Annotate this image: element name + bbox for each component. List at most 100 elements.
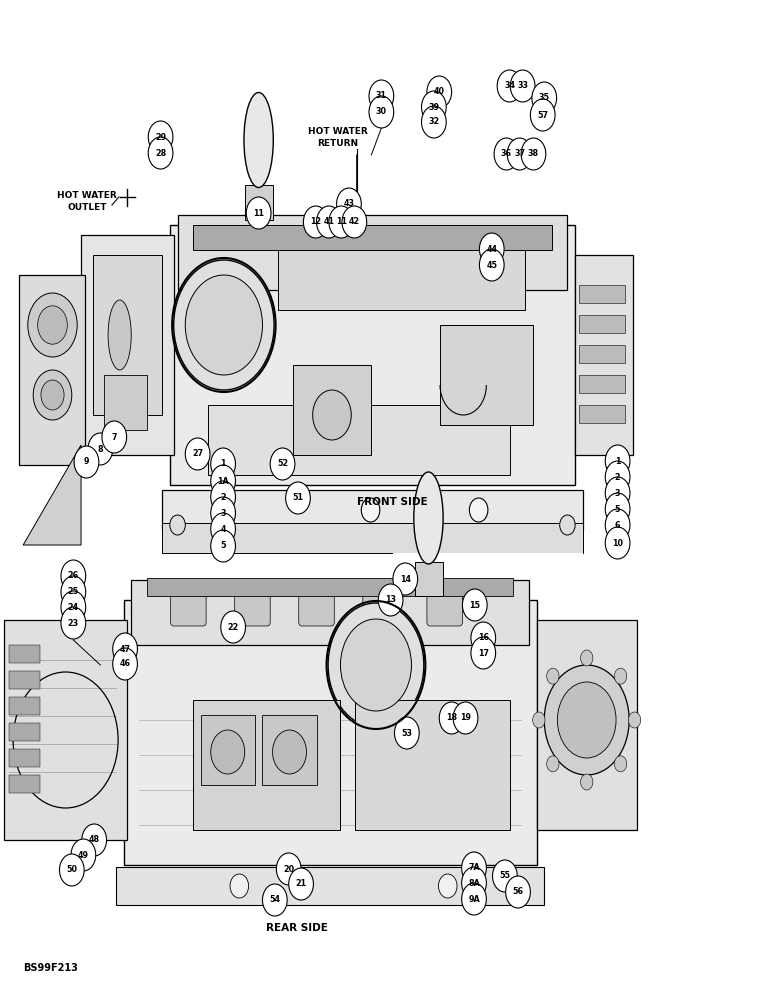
Circle shape	[113, 633, 137, 665]
Text: 23: 23	[68, 618, 79, 628]
Circle shape	[605, 509, 630, 541]
Text: 1A: 1A	[217, 477, 229, 486]
Bar	[124, 600, 537, 865]
Bar	[415, 562, 443, 596]
Bar	[262, 715, 317, 785]
Circle shape	[340, 619, 411, 711]
Text: 56: 56	[513, 888, 523, 896]
Text: 55: 55	[499, 871, 510, 880]
Circle shape	[61, 576, 86, 608]
Text: REAR SIDE: REAR SIDE	[266, 923, 328, 933]
Circle shape	[211, 465, 235, 497]
Circle shape	[547, 756, 559, 772]
Ellipse shape	[244, 93, 273, 188]
Circle shape	[113, 648, 137, 680]
Text: 7A: 7A	[468, 863, 480, 872]
Text: RETURN: RETURN	[317, 138, 359, 147]
Text: 53: 53	[401, 728, 412, 738]
Text: 51: 51	[293, 493, 303, 502]
Circle shape	[628, 712, 641, 728]
Circle shape	[497, 70, 522, 102]
Bar	[278, 250, 525, 310]
Text: 38: 38	[528, 149, 539, 158]
Bar	[19, 275, 85, 465]
Text: 47: 47	[120, 645, 130, 654]
Text: 37: 37	[514, 149, 525, 158]
Circle shape	[479, 233, 504, 265]
FancyBboxPatch shape	[363, 583, 398, 626]
Text: 17: 17	[478, 648, 489, 658]
Bar	[293, 365, 371, 455]
Circle shape	[462, 867, 486, 899]
Text: 5: 5	[220, 542, 226, 550]
FancyBboxPatch shape	[427, 583, 462, 626]
Circle shape	[170, 515, 185, 535]
Circle shape	[317, 206, 341, 238]
Circle shape	[615, 756, 627, 772]
Circle shape	[148, 121, 173, 153]
Text: 24: 24	[68, 602, 79, 611]
Circle shape	[71, 839, 96, 871]
Circle shape	[211, 448, 235, 480]
Circle shape	[581, 774, 593, 790]
Circle shape	[469, 498, 488, 522]
Text: 14: 14	[400, 574, 411, 584]
Text: 36: 36	[501, 149, 512, 158]
Text: 8A: 8A	[468, 879, 480, 888]
Circle shape	[59, 854, 84, 886]
Circle shape	[369, 96, 394, 128]
Bar	[131, 580, 529, 645]
Text: 42: 42	[349, 218, 360, 227]
Circle shape	[286, 482, 310, 514]
Polygon shape	[23, 445, 81, 545]
Circle shape	[211, 481, 235, 513]
Circle shape	[530, 99, 555, 131]
Circle shape	[605, 493, 630, 525]
Bar	[4, 620, 127, 840]
Circle shape	[174, 260, 274, 390]
Bar	[245, 185, 273, 220]
Ellipse shape	[414, 472, 443, 564]
Ellipse shape	[108, 300, 131, 370]
Circle shape	[462, 852, 486, 884]
Circle shape	[211, 530, 235, 562]
Circle shape	[185, 275, 262, 375]
Text: 49: 49	[78, 850, 89, 859]
Circle shape	[510, 70, 535, 102]
Text: 15: 15	[469, 600, 480, 609]
Text: 8: 8	[97, 444, 103, 454]
FancyBboxPatch shape	[299, 583, 334, 626]
Circle shape	[427, 76, 452, 108]
Bar	[355, 700, 510, 830]
Circle shape	[38, 306, 67, 344]
Text: 45: 45	[486, 260, 497, 269]
Bar	[93, 255, 162, 415]
Circle shape	[462, 883, 486, 915]
FancyBboxPatch shape	[171, 583, 206, 626]
Text: 4: 4	[220, 524, 226, 534]
Circle shape	[246, 197, 271, 229]
Circle shape	[88, 433, 113, 465]
Bar	[579, 315, 625, 333]
Circle shape	[41, 380, 64, 410]
Text: 2: 2	[615, 473, 621, 482]
Circle shape	[61, 591, 86, 623]
Circle shape	[378, 584, 403, 616]
Bar	[193, 700, 340, 830]
Circle shape	[342, 206, 367, 238]
Text: 11: 11	[253, 209, 264, 218]
Circle shape	[276, 853, 301, 885]
Circle shape	[533, 712, 545, 728]
Bar	[201, 715, 255, 785]
Circle shape	[102, 421, 127, 453]
Text: 48: 48	[89, 836, 100, 844]
Bar	[162, 523, 583, 553]
Circle shape	[605, 461, 630, 493]
Circle shape	[438, 874, 457, 898]
Bar	[440, 325, 533, 425]
Text: 16: 16	[478, 634, 489, 643]
Circle shape	[185, 438, 210, 470]
Text: 26: 26	[68, 572, 79, 580]
Circle shape	[422, 91, 446, 123]
Text: 22: 22	[228, 622, 239, 632]
